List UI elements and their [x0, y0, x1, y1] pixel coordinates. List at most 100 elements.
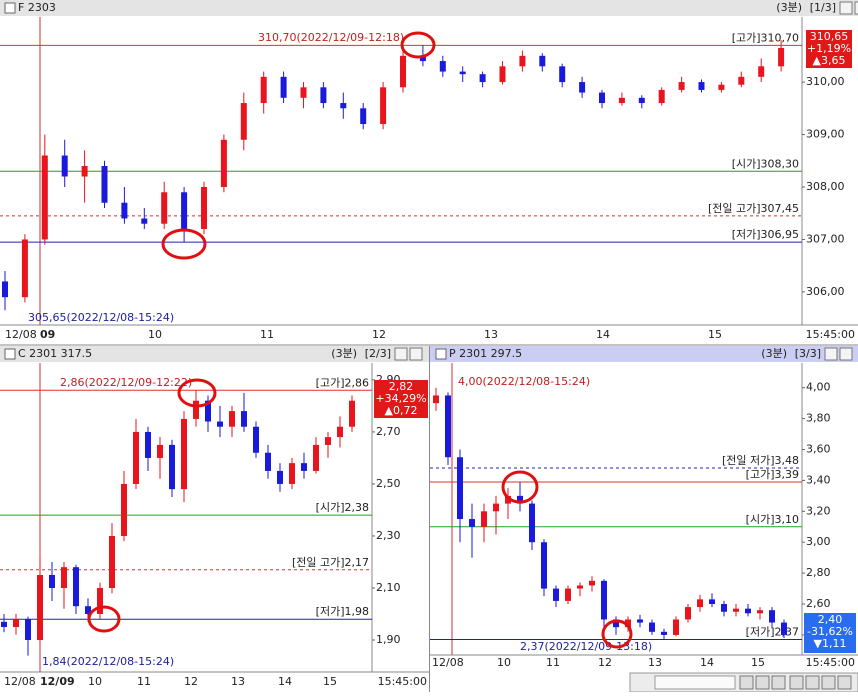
- page-indicator: [2/3]: [365, 347, 391, 360]
- candle-body: [625, 619, 631, 628]
- candle-body: [517, 495, 523, 504]
- window-button[interactable]: [394, 347, 408, 361]
- candle-body: [217, 421, 223, 427]
- period: (3분): [331, 347, 357, 360]
- candle-body: [85, 606, 91, 614]
- candle-body: [678, 82, 685, 90]
- candle-body: [37, 574, 43, 641]
- candle-body: [241, 411, 247, 427]
- x-tick-label: 15: [751, 656, 765, 669]
- candle-body: [618, 97, 625, 104]
- button[interactable]: [771, 675, 786, 690]
- chart-title: P 2301 297.5: [449, 347, 522, 360]
- candle-body: [757, 610, 763, 614]
- window-button[interactable]: [824, 347, 838, 361]
- candle-body: [565, 588, 571, 601]
- reference-label: [시가]2,38: [316, 501, 369, 514]
- candle-body: [380, 87, 387, 125]
- y-tick-label: 1,90: [376, 633, 401, 646]
- price-box-text: ▲0,72: [385, 404, 418, 417]
- candle-body: [493, 503, 499, 512]
- candle-body: [41, 155, 48, 240]
- highlight-circle: [87, 605, 121, 633]
- candle-body: [559, 66, 566, 83]
- period: (3분): [776, 1, 802, 14]
- x-tick-label: 12: [372, 328, 386, 341]
- x-tick-label: 15:45:00: [806, 656, 855, 669]
- candle-body: [733, 608, 739, 612]
- reference-label: [저가]2,37: [746, 626, 799, 639]
- candle-body: [265, 452, 271, 471]
- button[interactable]: [755, 675, 770, 690]
- reference-label: [고가]310,70: [732, 31, 799, 44]
- y-tick-label: 309,00: [806, 128, 845, 141]
- x-tick-label: 14: [278, 675, 292, 688]
- candle-body: [758, 66, 765, 77]
- checkbox: [435, 348, 447, 360]
- candle-body: [469, 519, 475, 527]
- button[interactable]: [821, 675, 836, 690]
- candle-body: [13, 619, 19, 628]
- x-tick-label: 10: [148, 328, 162, 341]
- candle-body: [479, 74, 486, 83]
- candle-body: [419, 55, 426, 62]
- candle-body: [240, 103, 247, 140]
- x-tick-label: 11: [260, 328, 274, 341]
- y-tick-label: 3,60: [806, 443, 831, 456]
- candle-body: [459, 71, 466, 75]
- candle-body: [25, 619, 31, 641]
- candle-body: [579, 82, 586, 93]
- chart-title: C 2301 317.5: [18, 347, 92, 360]
- close-button[interactable]: [854, 1, 858, 15]
- candle-body: [658, 89, 665, 104]
- x-tick-label: 12/09: [40, 675, 75, 688]
- price-box-text: 310,65: [810, 30, 849, 43]
- candle-body: [613, 619, 619, 628]
- button[interactable]: [837, 675, 852, 690]
- highlight-circle: [161, 228, 207, 260]
- reference-label: [전일 저가]3,48: [722, 453, 799, 467]
- chart-title: F 2303: [18, 1, 56, 14]
- candle-body: [577, 585, 583, 589]
- y-tick-label: 2,10: [376, 581, 401, 594]
- close-button[interactable]: [839, 347, 853, 361]
- x-tick-label: 15: [708, 328, 722, 341]
- candle-body: [637, 619, 643, 623]
- scroll-thumb[interactable]: [654, 675, 736, 690]
- close-button[interactable]: [409, 347, 423, 361]
- price-box-text: -31,62%: [807, 625, 853, 638]
- candle-body: [220, 139, 227, 188]
- x-tick-label: 15: [323, 675, 337, 688]
- candle-body: [685, 607, 691, 620]
- y-tick-label: 3,20: [806, 504, 831, 517]
- button[interactable]: [805, 675, 820, 690]
- candle-body: [181, 192, 188, 229]
- candle-body: [433, 395, 439, 404]
- button[interactable]: [789, 675, 804, 690]
- button[interactable]: [739, 675, 754, 690]
- candle-body: [698, 82, 705, 90]
- candle-body: [649, 622, 655, 632]
- page-indicator: [1/3]: [810, 1, 836, 14]
- candle-body: [325, 437, 331, 445]
- price-box: [806, 30, 852, 68]
- candle-body: [133, 431, 139, 484]
- y-tick-label: 2,50: [376, 477, 401, 490]
- reference-label: [저가]1,98: [316, 605, 369, 618]
- x-tick-label: 12/08: [432, 656, 464, 669]
- candle-body: [21, 239, 28, 298]
- candle-body: [697, 599, 703, 608]
- x-tick-label: 12: [184, 675, 198, 688]
- x-tick-label: 14: [700, 656, 714, 669]
- x-tick-label: 13: [231, 675, 245, 688]
- checkbox: [4, 348, 16, 360]
- candle-body: [499, 66, 506, 83]
- highlight-circle: [400, 31, 436, 59]
- price-box: [374, 380, 428, 418]
- candle-body: [61, 155, 68, 177]
- candle-body: [439, 61, 446, 72]
- candle-body: [253, 426, 259, 453]
- window-button[interactable]: [839, 1, 853, 15]
